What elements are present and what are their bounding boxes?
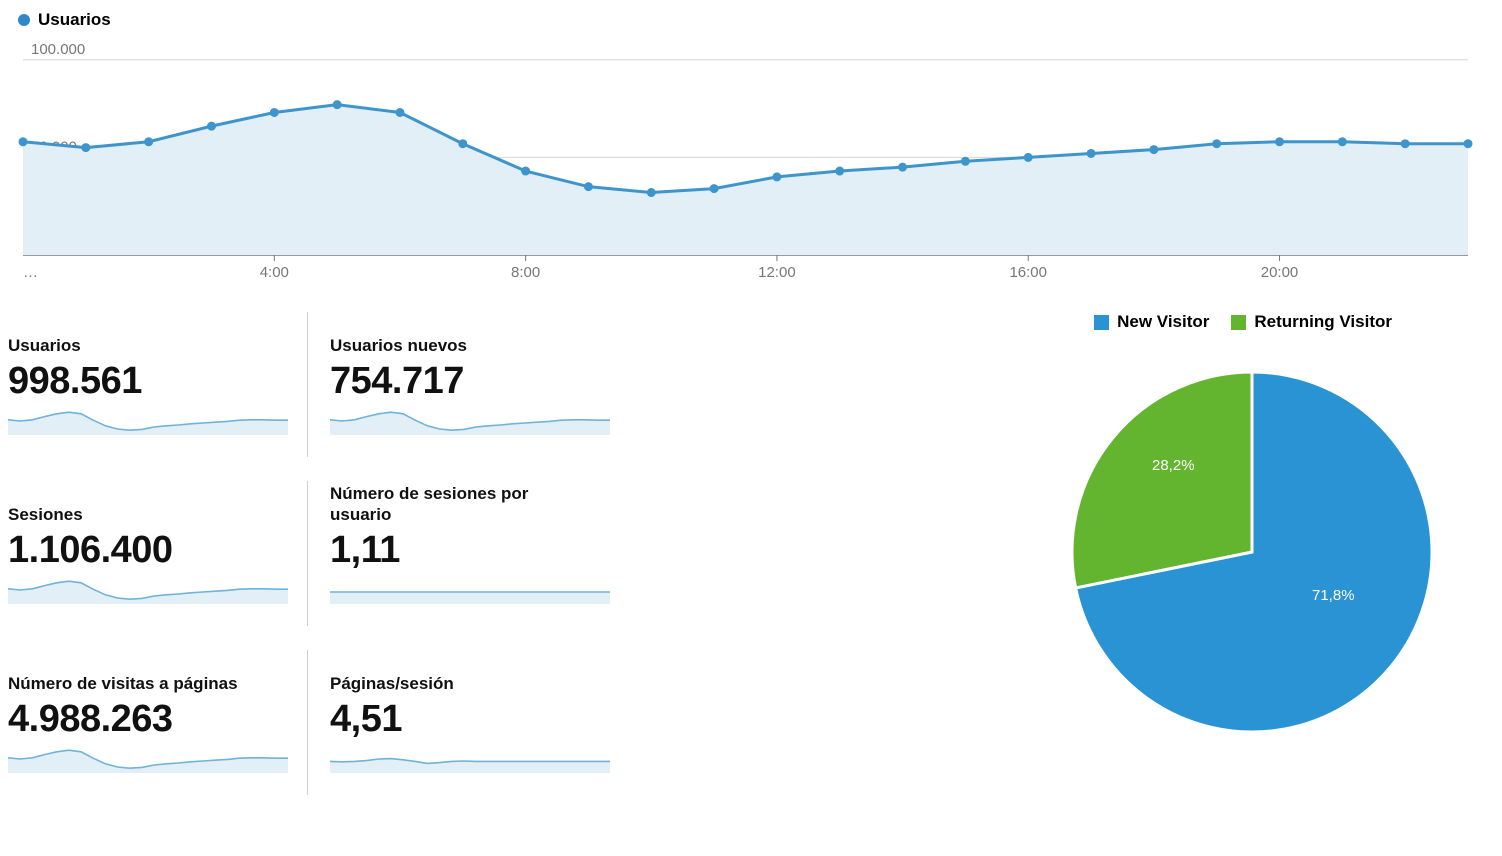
- metric-card: Usuarios nuevos 754.717: [308, 312, 608, 457]
- pie-legend-returning: Returning Visitor: [1231, 312, 1392, 332]
- pie-legend-returning-label: Returning Visitor: [1254, 312, 1392, 332]
- metric-card: Número de visitas a páginas 4.988.263: [8, 650, 308, 795]
- sparkline: [8, 745, 288, 775]
- metric-value: 1.106.400: [8, 529, 289, 572]
- legend-square-icon: [1231, 315, 1246, 330]
- pie-legend-new-label: New Visitor: [1117, 312, 1209, 332]
- pie-legend-new: New Visitor: [1094, 312, 1209, 332]
- metric-label: Sesiones: [8, 481, 289, 525]
- metric-label: Número de visitas a páginas: [8, 650, 289, 694]
- svg-text:…: …: [23, 264, 38, 281]
- legend-square-icon: [1094, 315, 1109, 330]
- legend-label: Usuarios: [38, 10, 111, 30]
- metric-value: 754.717: [330, 360, 590, 403]
- svg-text:4:00: 4:00: [260, 264, 289, 281]
- svg-text:12:00: 12:00: [758, 264, 796, 281]
- sparkline: [8, 576, 288, 606]
- metric-label: Usuarios: [8, 312, 289, 356]
- line-chart-svg: 50.000100.000…4:008:0012:0016:0020:00: [8, 40, 1478, 290]
- metric-card: Sesiones 1.106.400: [8, 481, 308, 626]
- pie-slice-label-returning: 28,2%: [1152, 457, 1195, 474]
- sparkline: [330, 745, 610, 775]
- visitor-pie-panel: New Visitor Returning Visitor 28,2% 71,8…: [628, 312, 1482, 795]
- metric-value: 998.561: [8, 360, 289, 403]
- metric-value: 4.988.263: [8, 698, 289, 741]
- metric-card: Páginas/sesión 4,51: [308, 650, 608, 795]
- svg-text:100.000: 100.000: [31, 41, 85, 58]
- main-chart-legend: Usuarios: [8, 10, 1482, 40]
- users-line-chart: 50.000100.000…4:008:0012:0016:0020:00: [8, 40, 1482, 290]
- sparkline: [330, 407, 610, 437]
- sparkline: [8, 407, 288, 437]
- metric-label: Usuarios nuevos: [330, 312, 590, 356]
- svg-text:8:00: 8:00: [511, 264, 540, 281]
- metrics-grid: Usuarios 998.561 Usuarios nuevos 754.717…: [8, 312, 608, 795]
- pie-legend: New Visitor Returning Visitor: [1094, 312, 1482, 332]
- metric-card: Usuarios 998.561: [8, 312, 308, 457]
- metric-value: 4,51: [330, 698, 590, 741]
- pie-svg: [1052, 352, 1452, 752]
- metric-label: Número de sesiones por usuario: [330, 481, 590, 525]
- legend-dot-icon: [18, 14, 30, 26]
- svg-text:20:00: 20:00: [1261, 264, 1299, 281]
- sparkline: [330, 576, 610, 606]
- metric-value: 1,11: [330, 529, 590, 572]
- metric-card: Número de sesiones por usuario 1,11: [308, 481, 608, 626]
- metric-label: Páginas/sesión: [330, 650, 590, 694]
- pie-slice-label-new: 71,8%: [1312, 587, 1355, 604]
- svg-text:16:00: 16:00: [1009, 264, 1047, 281]
- pie-chart: 28,2% 71,8%: [1052, 352, 1452, 752]
